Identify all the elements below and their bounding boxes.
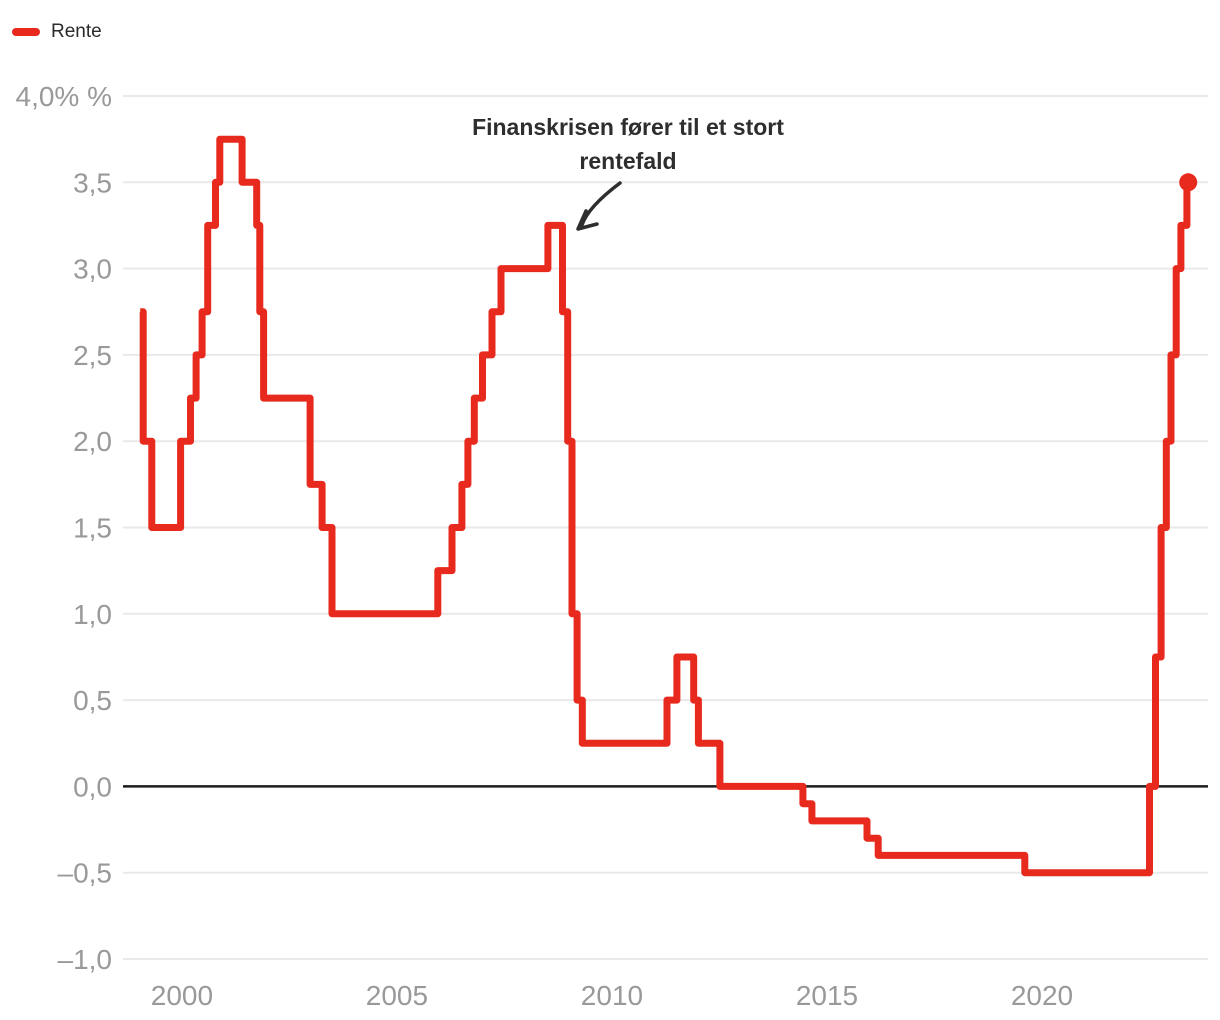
y-tick-label: 2,0	[73, 426, 112, 457]
y-tick-label: 0,5	[73, 685, 112, 716]
arrow-head	[576, 209, 599, 231]
annotation-arrow	[576, 181, 622, 231]
latest-value-dot	[1179, 173, 1198, 192]
annotation-line-2: rentefald	[579, 148, 677, 174]
y-axis-labels: 4,0% % 3,5 3,0 2,5 2,0 1,5 1,0 0,5 0,0 –0,5 –1,0	[16, 81, 113, 975]
x-tick-label: 2000	[151, 980, 213, 1011]
legend-line-swatch	[12, 28, 40, 36]
y-tick-label: 3,0	[73, 254, 112, 285]
legend: Rente	[12, 21, 102, 43]
y-tick-label: 0,0	[73, 771, 112, 802]
x-tick-label: 2005	[366, 980, 428, 1011]
x-tick-label: 2020	[1011, 980, 1073, 1011]
x-axis-labels: 2000 2005 2010 2015 2020	[151, 980, 1073, 1011]
legend-label: Rente	[51, 21, 102, 42]
arrow-shaft	[580, 181, 622, 227]
y-tick-label: –1,0	[58, 944, 113, 975]
y-tick-label: 1,5	[73, 513, 112, 544]
y-tick-label: 3,5	[73, 167, 112, 198]
y-tick-label: 4,0% %	[16, 81, 113, 112]
annotation-line-1: Finanskrisen fører til et stort	[472, 114, 784, 140]
x-tick-label: 2015	[796, 980, 858, 1011]
gridlines	[123, 95, 1208, 960]
y-tick-label: 1,0	[73, 599, 112, 630]
annotation-text: Finanskrisen fører til et stort rentefal…	[398, 110, 858, 178]
x-tick-label: 2010	[581, 980, 643, 1011]
y-tick-label: 2,5	[73, 340, 112, 371]
rente-line-series	[139, 135, 1198, 877]
y-tick-label: –0,5	[58, 858, 113, 889]
rente-line	[139, 135, 1191, 877]
